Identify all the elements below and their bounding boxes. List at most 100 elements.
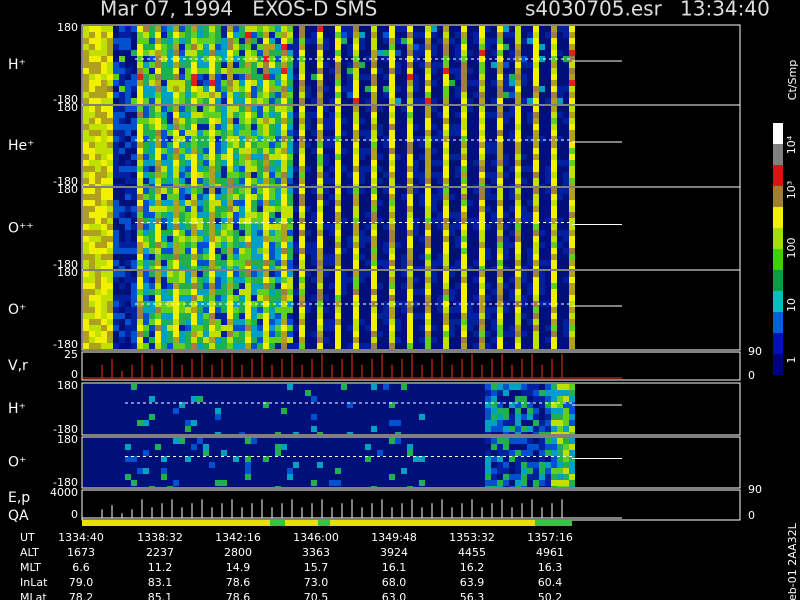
- spectrogram-cell: [401, 112, 407, 118]
- spectrogram-cell: [245, 277, 251, 283]
- spectrogram-cell: [443, 148, 449, 154]
- spectrogram-cell: [149, 242, 155, 248]
- spectrogram-cell: [209, 130, 215, 136]
- spectrogram-cell: [149, 26, 155, 32]
- spectrogram-cell: [365, 331, 371, 337]
- spectrogram-cell: [251, 242, 257, 248]
- spectrogram-cell: [353, 74, 359, 80]
- spectrogram-cell: [89, 130, 95, 136]
- spectrogram-cell: [371, 420, 377, 426]
- spectrogram-cell: [425, 98, 431, 104]
- spectrogram-cell: [461, 154, 467, 160]
- spectrogram-cell: [263, 230, 269, 236]
- spectrogram-cell: [455, 236, 461, 242]
- spectrogram-cell: [311, 384, 317, 390]
- spectrogram-cell: [449, 136, 455, 142]
- spectrogram-cell: [305, 92, 311, 98]
- spectrogram-cell: [269, 86, 275, 92]
- spectrogram-cell: [545, 218, 551, 224]
- spectrogram-cell: [191, 206, 197, 212]
- spectrogram-cell: [227, 178, 233, 184]
- spectrogram-cell: [173, 343, 179, 349]
- spectrogram-cell: [143, 62, 149, 68]
- spectrogram-cell: [323, 148, 329, 154]
- spectrogram-cell: [155, 277, 161, 283]
- spectrogram-cell: [155, 92, 161, 98]
- spectrogram-cell: [185, 92, 191, 98]
- spectrogram-cell: [209, 408, 215, 414]
- spectrogram-cell: [215, 343, 221, 349]
- spectrogram-cell: [365, 254, 371, 260]
- spectrogram-cell: [437, 68, 443, 74]
- spectrogram-cell: [341, 260, 347, 266]
- spectrogram-cell: [101, 172, 107, 178]
- spectrogram-cell: [413, 178, 419, 184]
- spectrogram-cell: [179, 92, 185, 98]
- spectrogram-cell: [539, 271, 545, 277]
- spectrogram-cell: [377, 112, 383, 118]
- spectrogram-cell: [287, 86, 293, 92]
- spectrogram-cell: [365, 38, 371, 44]
- spectrogram-cell: [383, 136, 389, 142]
- spectrogram-cell: [239, 277, 245, 283]
- spectrogram-cell: [191, 160, 197, 166]
- spectrogram-cell: [569, 124, 575, 130]
- spectrogram-cell: [149, 266, 155, 269]
- spectrogram-cell: [287, 230, 293, 236]
- spectrogram-cell: [125, 390, 131, 396]
- spectrogram-cell: [305, 307, 311, 313]
- spectrogram-cell: [347, 86, 353, 92]
- spectrogram-cell: [125, 343, 131, 349]
- spectrogram-cell: [305, 313, 311, 319]
- spectrogram-cell: [185, 230, 191, 236]
- spectrogram-cell: [383, 148, 389, 154]
- spectrogram-cell: [509, 178, 515, 184]
- spectrogram-cell: [431, 402, 437, 408]
- spectrogram-cell: [185, 200, 191, 206]
- spectrogram-cell: [155, 390, 161, 396]
- spectrogram-cell: [257, 26, 263, 32]
- spectrogram-cell: [233, 154, 239, 160]
- spectrogram-cell: [521, 337, 527, 343]
- spectrogram-cell: [113, 160, 119, 166]
- spectrogram-cell: [419, 80, 425, 86]
- spectrogram-cell: [281, 92, 287, 98]
- spectrogram-cell: [545, 160, 551, 166]
- spectrogram-cell: [449, 112, 455, 118]
- spectrogram-cell: [443, 44, 449, 50]
- spectrogram-cell: [239, 384, 245, 390]
- spectrogram-cell: [125, 408, 131, 414]
- spectrogram-cell: [353, 343, 359, 349]
- spectrogram-cell: [167, 236, 173, 242]
- spectrogram-cell: [137, 230, 143, 236]
- spectrogram-cell: [305, 50, 311, 56]
- spectrogram-cell: [503, 331, 509, 337]
- spectrogram-cell: [275, 420, 281, 426]
- spectrogram-cell: [335, 402, 341, 408]
- spectrogram-cell: [101, 136, 107, 142]
- spectrogram-cell: [479, 184, 485, 186]
- spectrogram-cell: [341, 200, 347, 206]
- spectrogram-cell: [317, 408, 323, 414]
- spectrogram-cell: [467, 254, 473, 260]
- spectrogram-cell: [227, 301, 233, 307]
- spectrogram-cell: [467, 92, 473, 98]
- spectrogram-cell: [437, 289, 443, 295]
- spectrogram-cell: [341, 56, 347, 62]
- spectrogram-cell: [185, 307, 191, 313]
- spectrogram-cell: [317, 396, 323, 402]
- spectrogram-cell: [431, 86, 437, 92]
- spectrogram-cell: [407, 206, 413, 212]
- spectrogram-cell: [401, 260, 407, 266]
- spectrogram-cell: [563, 343, 569, 349]
- spectrogram-cell: [527, 236, 533, 242]
- spectrogram-cell: [185, 414, 191, 420]
- spectrogram-cell: [551, 112, 557, 118]
- spectrogram-cell: [137, 56, 143, 62]
- spectrogram-cell: [407, 390, 413, 396]
- spectrogram-cell: [437, 136, 443, 142]
- spectrogram-cell: [359, 242, 365, 248]
- spectrogram-cell: [563, 92, 569, 98]
- spectrogram-cell: [101, 224, 107, 230]
- spectrogram-cell: [185, 432, 191, 434]
